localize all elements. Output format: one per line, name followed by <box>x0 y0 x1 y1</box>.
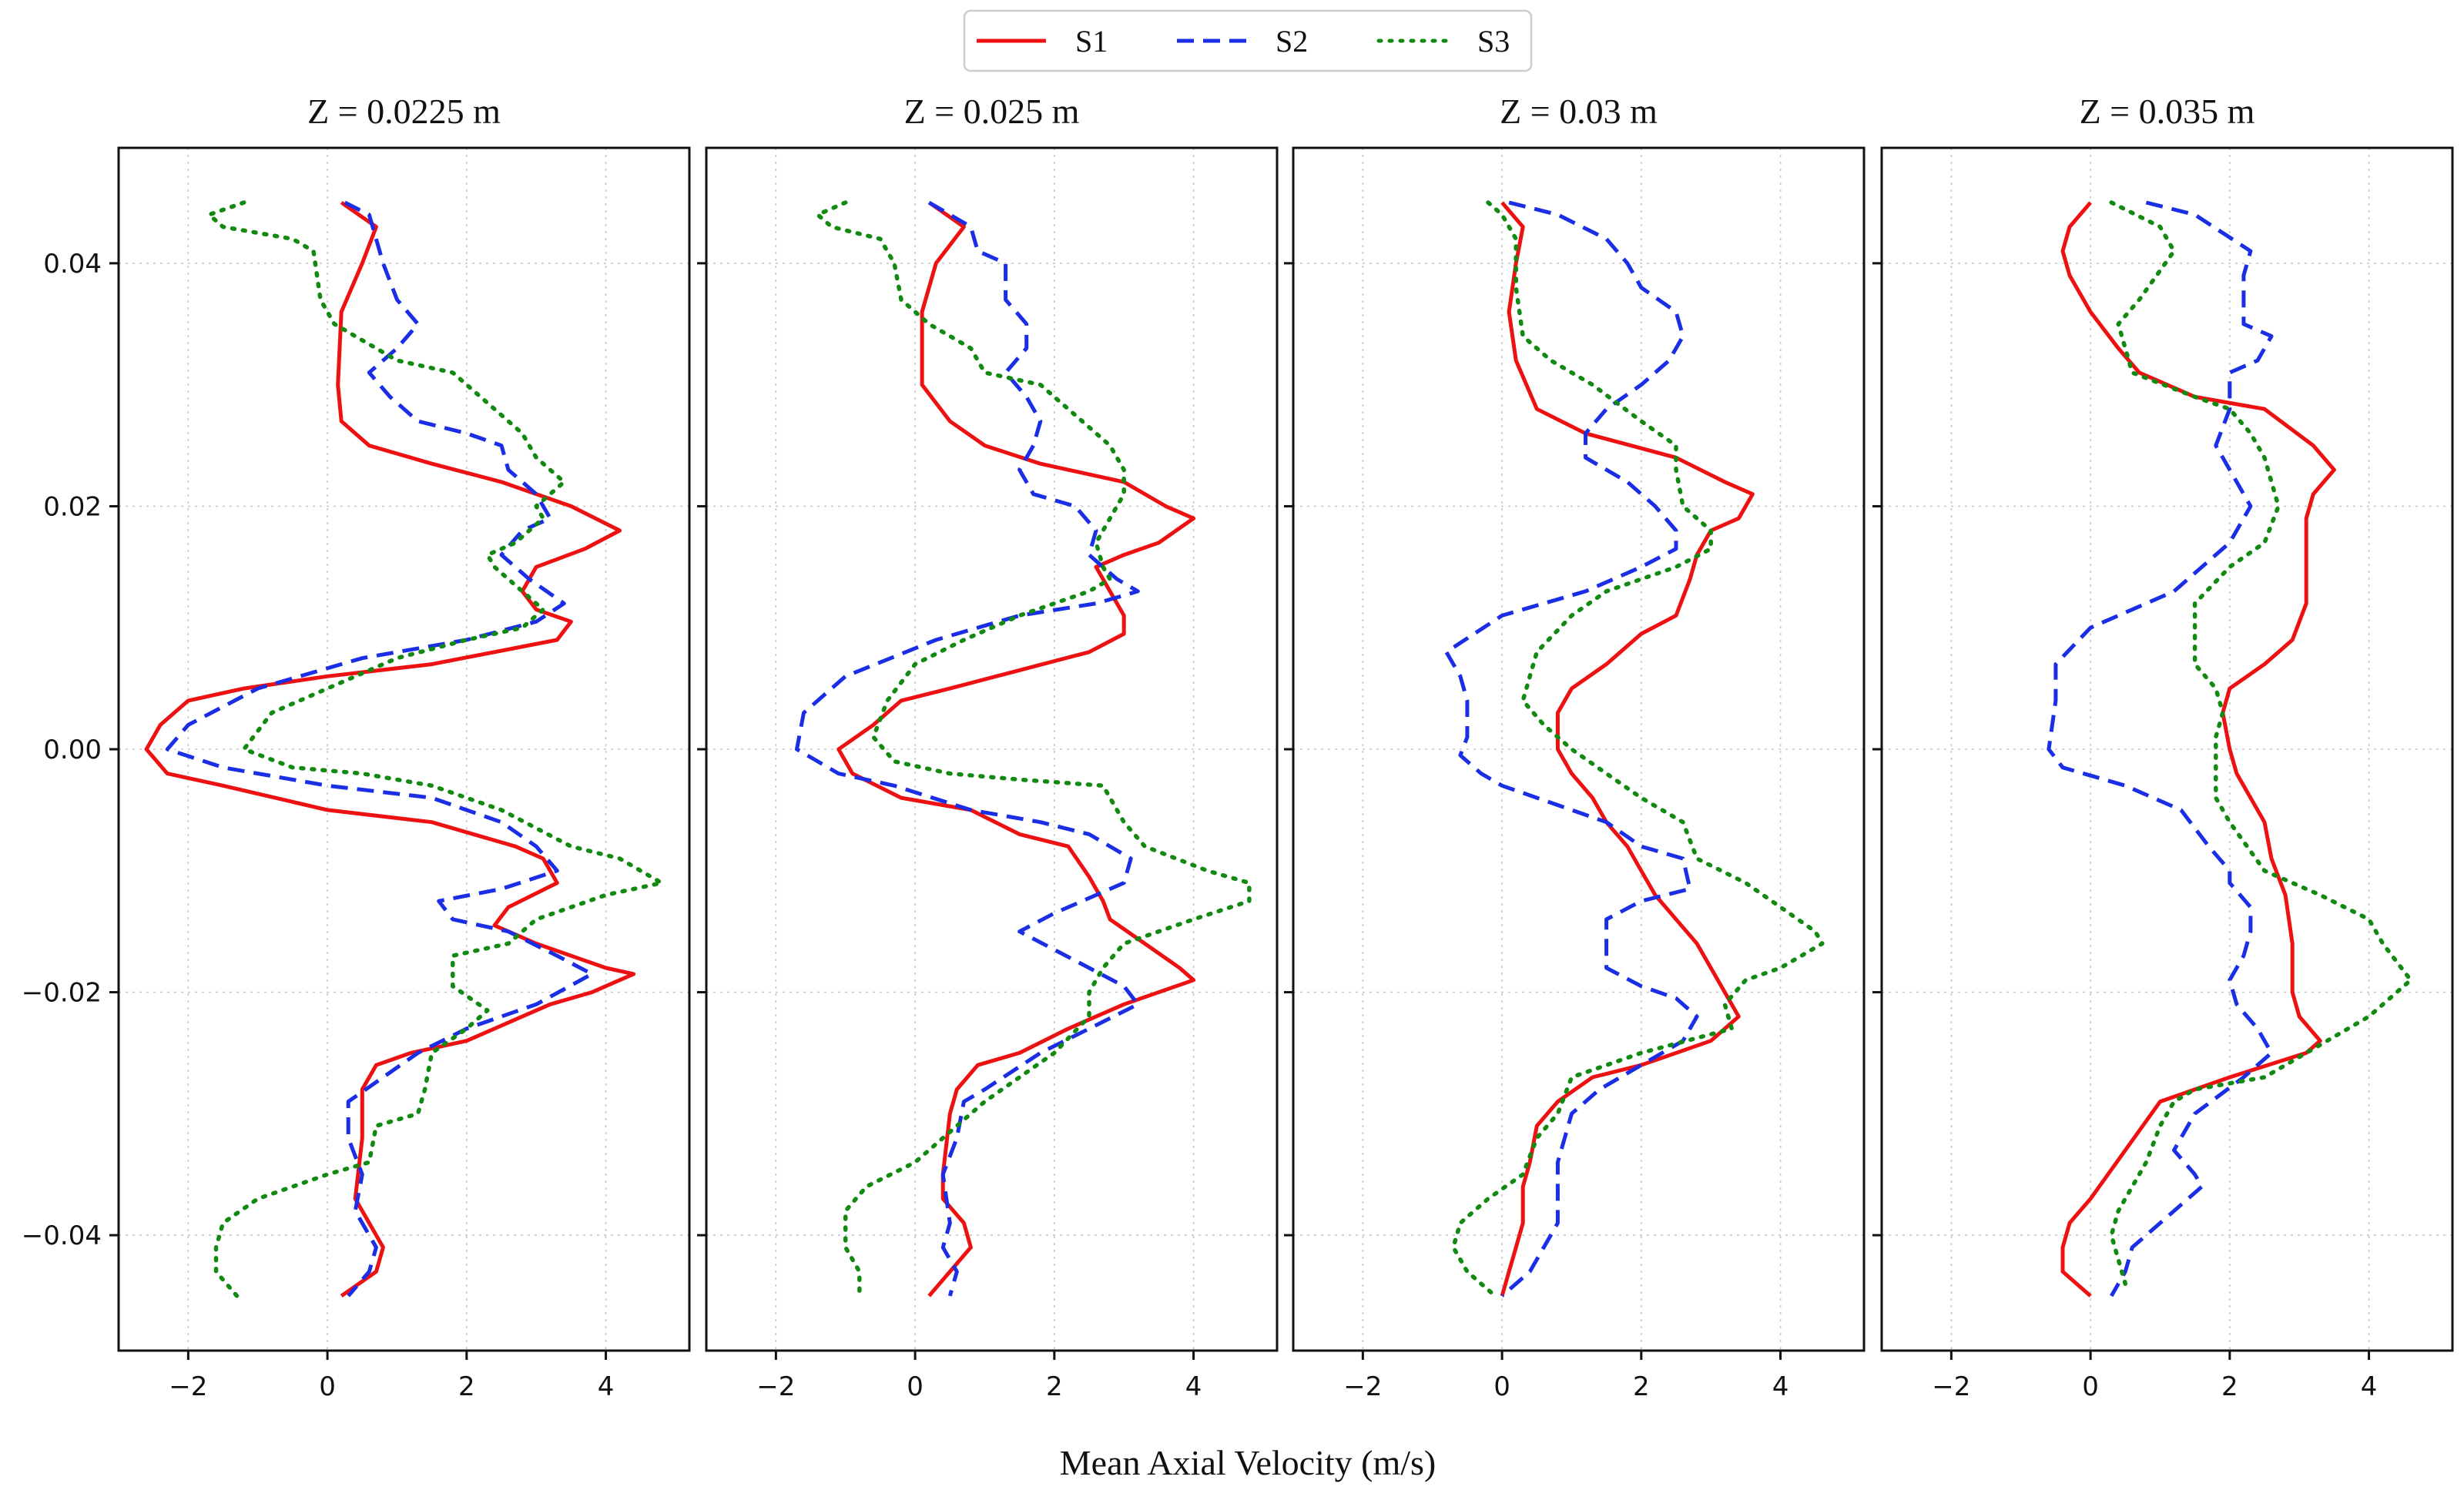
legend-label-s1: S1 <box>1075 24 1108 59</box>
panel-title: Z = 0.025 m <box>904 92 1080 131</box>
series-s1-line <box>2060 201 2336 1297</box>
y-tick-label: 0.00 <box>43 735 102 765</box>
y-tick-label: −0.04 <box>22 1220 102 1251</box>
panel-3: −2 0 2 4 Z = 0.03 m <box>1284 92 1866 1402</box>
legend: S1 S2 S3 <box>963 9 1533 72</box>
x-tick-label: 2 <box>2221 1371 2238 1402</box>
legend-frame <box>963 9 1533 72</box>
x-tick-label: 2 <box>458 1371 475 1402</box>
panel-4: −2 0 2 4 Z = 0.035 m <box>1872 92 2454 1402</box>
x-tick-label: −2 <box>756 1371 795 1402</box>
legend-label-s2: S2 <box>1276 24 1308 59</box>
series-s2-line <box>1444 200 1699 1297</box>
y-tick-label: 0.02 <box>43 491 102 522</box>
series-s1-line <box>1500 201 1755 1297</box>
x-tick-label: 0 <box>319 1371 336 1402</box>
x-tick-label: 4 <box>598 1371 615 1402</box>
x-tick-label: 0 <box>2082 1371 2099 1402</box>
panel-title: Z = 0.0225 m <box>307 92 501 131</box>
x-tick-label: 0 <box>1493 1371 1510 1402</box>
panel-1: −2 0 2 4 −0.04 −0.02 0.00 0.02 0.04 Z = 0.0225 m <box>22 92 691 1402</box>
x-tick-label: 2 <box>1046 1371 1063 1402</box>
x-tick-label: −2 <box>169 1371 207 1402</box>
series-s3-line <box>206 200 664 1298</box>
series-s1-line <box>144 200 636 1298</box>
x-tick-label: 4 <box>1185 1371 1202 1402</box>
x-tick-label: 4 <box>1772 1371 1789 1402</box>
y-tick-label: 0.04 <box>43 249 102 280</box>
y-tick-label: −0.02 <box>22 978 102 1009</box>
x-tick-label: 2 <box>1633 1371 1650 1402</box>
series-s2-line <box>165 200 594 1297</box>
series-s3-line <box>815 200 1252 1298</box>
series-s2-line <box>795 200 1140 1297</box>
series-s2-line <box>2047 200 2274 1297</box>
x-tick-label: −2 <box>1343 1371 1382 1402</box>
panel-title: Z = 0.035 m <box>2080 92 2255 131</box>
panel-title: Z = 0.03 m <box>1500 92 1658 131</box>
series-s1-line <box>836 200 1196 1297</box>
x-tick-label: 0 <box>907 1371 924 1402</box>
x-axis-label: Mean Axial Velocity (m/s) <box>1060 1443 1436 1482</box>
x-tick-label: −2 <box>1932 1371 1970 1402</box>
x-tick-label: 4 <box>2361 1371 2378 1402</box>
panel-2: −2 0 2 4 Z = 0.025 m <box>697 92 1279 1402</box>
series-s3-line <box>2109 200 2413 1286</box>
legend-label-s3: S3 <box>1477 24 1510 59</box>
